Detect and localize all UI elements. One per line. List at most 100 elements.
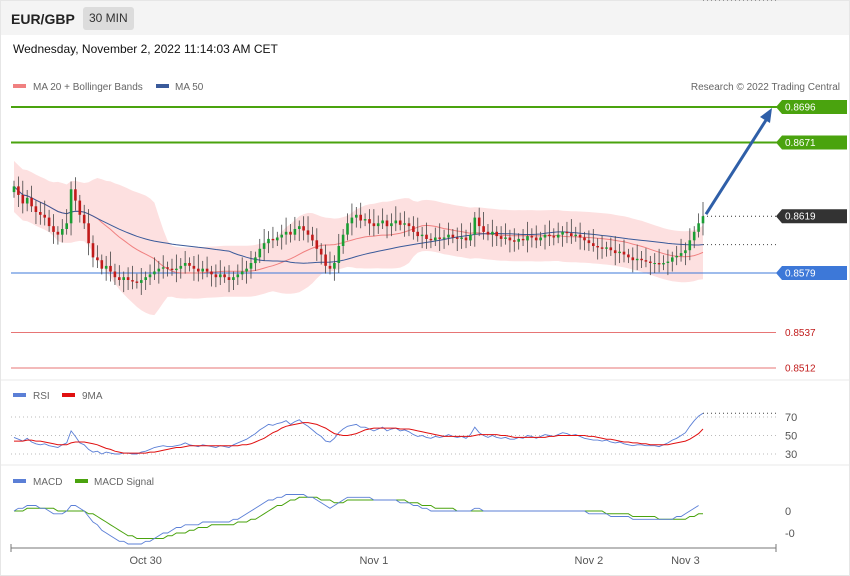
level-tag-0.8619	[776, 209, 847, 224]
candle-body	[267, 238, 270, 244]
candle-body	[460, 237, 463, 239]
candle-body	[328, 265, 332, 269]
candle-body	[346, 223, 349, 235]
candle-body	[104, 265, 108, 269]
candle-body	[473, 217, 477, 235]
candle	[701, 202, 705, 236]
rsi-panel: 70 50 30	[11, 412, 797, 461]
candle-body	[240, 271, 244, 275]
candle	[398, 212, 402, 231]
candle	[21, 180, 25, 214]
candle	[188, 257, 191, 272]
candle-body	[249, 263, 253, 269]
candle	[30, 185, 33, 212]
candle-body	[653, 263, 656, 264]
candle-body	[166, 267, 169, 269]
candle-body	[315, 240, 319, 249]
candle-body	[157, 268, 161, 272]
candle	[627, 248, 630, 264]
candle	[197, 254, 200, 282]
moving-averages	[13, 186, 704, 274]
candle	[530, 228, 534, 248]
candle-body	[701, 216, 705, 224]
candle	[341, 228, 345, 254]
level-label-0.8537: 0.8537	[785, 328, 816, 339]
candle	[376, 215, 380, 234]
candle-body	[561, 231, 564, 235]
candle-body	[183, 263, 187, 266]
candle-body	[376, 223, 380, 227]
candle	[280, 224, 283, 250]
candle-body	[570, 233, 573, 236]
candle	[368, 209, 371, 236]
candle	[477, 207, 481, 237]
candle-body	[17, 186, 20, 195]
candle-body	[219, 274, 222, 278]
candle	[381, 208, 384, 229]
forecast-arrow	[704, 108, 772, 216]
candle	[469, 222, 472, 247]
instrument-title: EUR/GBP	[11, 11, 75, 27]
candle-body	[425, 234, 428, 239]
candle-body	[144, 277, 147, 280]
candle	[499, 226, 503, 247]
candle	[539, 231, 542, 247]
legend-swatch-rsi	[13, 393, 26, 397]
candle	[372, 209, 376, 237]
candle-body	[692, 231, 696, 241]
candle-body	[12, 186, 16, 193]
candle	[613, 236, 617, 266]
candle	[258, 238, 262, 264]
candle-body	[491, 231, 494, 235]
candle	[447, 222, 450, 246]
legend-ma20: MA 20 + Bollinger Bands	[33, 82, 143, 93]
candle-body	[236, 274, 240, 278]
candle	[245, 260, 248, 284]
candle	[333, 255, 336, 281]
candle-body	[69, 189, 73, 224]
candle-body	[390, 223, 393, 227]
candle	[17, 176, 20, 208]
candle-body	[350, 217, 354, 224]
candle	[153, 257, 156, 281]
timestamp: Wednesday, November 2, 2022 11:14:03 AM …	[13, 42, 278, 56]
candle-body	[583, 237, 586, 241]
candle	[521, 228, 525, 247]
candle-body	[372, 223, 376, 227]
candle-body	[662, 263, 665, 265]
candle	[61, 219, 64, 243]
candle	[157, 260, 161, 284]
candle-body	[548, 234, 551, 237]
candle	[346, 213, 349, 241]
candle-body	[302, 226, 305, 231]
candle-body	[333, 263, 336, 269]
timeframe-button[interactable]: 30 MIN	[83, 7, 134, 30]
ma20-line	[13, 186, 704, 274]
macd-tick--0: -0	[785, 528, 795, 540]
candle-body	[622, 251, 626, 255]
candle-body	[513, 240, 516, 242]
candle	[78, 194, 82, 223]
candle-body	[140, 280, 143, 283]
candle	[495, 226, 498, 247]
candle-body	[679, 253, 683, 256]
candle	[657, 248, 661, 273]
candle	[126, 267, 130, 290]
candle	[65, 209, 68, 235]
candle-body	[148, 274, 152, 278]
candle	[328, 251, 332, 275]
candle-body	[87, 223, 90, 244]
candle-body	[298, 226, 301, 229]
candle	[425, 222, 428, 249]
candle	[662, 255, 665, 271]
candle-body	[245, 268, 248, 272]
candle	[605, 241, 608, 257]
candle-body	[600, 247, 604, 249]
candle	[254, 251, 257, 271]
price-levels	[11, 106, 780, 369]
legend-macd-signal: MACD Signal	[94, 477, 154, 488]
candle-body	[486, 231, 490, 235]
candle-body	[34, 206, 38, 212]
candle	[438, 223, 441, 251]
x-tick-Nov-2: Nov 2	[575, 555, 604, 567]
